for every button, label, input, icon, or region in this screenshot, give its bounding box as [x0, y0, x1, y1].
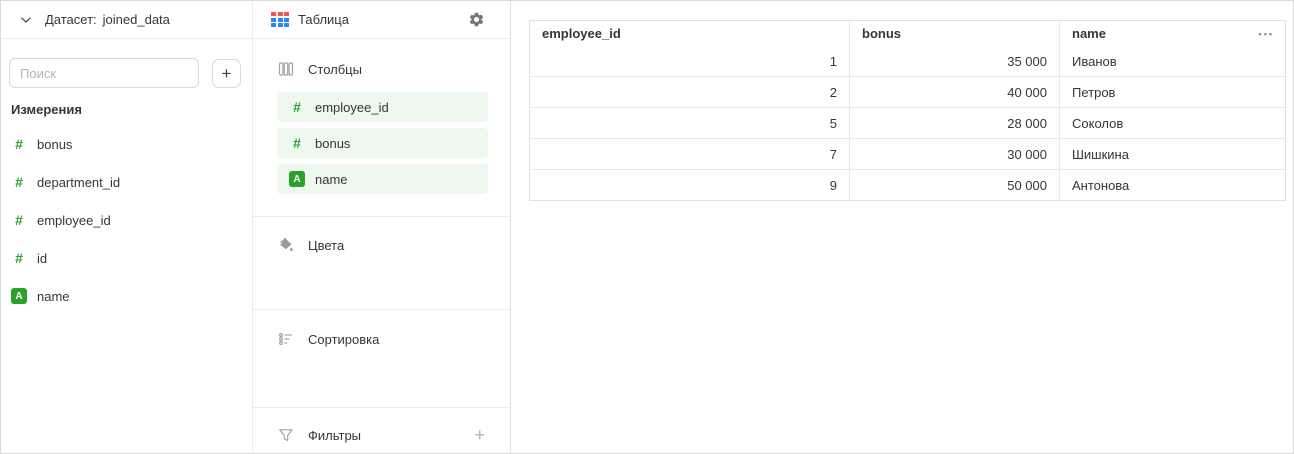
field-item[interactable]: # id [1, 239, 252, 277]
paint-bucket-icon [278, 237, 294, 253]
filters-section[interactable]: Фильтры + [253, 407, 510, 453]
cell-bonus: 30 000 [850, 139, 1060, 169]
field-type-icon: # [293, 99, 301, 115]
cell-bonus: 35 000 [850, 46, 1060, 76]
sorting-section-label: Сортировка [308, 331, 380, 347]
visualization-header: Таблица [253, 1, 510, 39]
search-input[interactable] [9, 58, 199, 88]
column-chip[interactable]: A name [277, 164, 488, 194]
cell-employee-id: 7 [530, 139, 850, 169]
dimensions-list: # bonus # department_id # employee_id # … [1, 125, 252, 315]
columns-chip-list: # employee_id # bonus A name [253, 92, 510, 194]
dimensions-heading: Измерения [11, 102, 82, 117]
table-header-name[interactable]: name ••• [1060, 21, 1286, 46]
filters-section-header: Фильтры + [253, 423, 510, 447]
result-table: employee_id bonus name ••• 1 35 000 Иван… [529, 20, 1286, 201]
table-row: 9 50 000 Антонова [530, 169, 1285, 200]
chip-field-name: bonus [315, 135, 351, 151]
cell-name: Антонова [1072, 177, 1130, 193]
table-body: 1 35 000 Иванов 2 40 000 Петров 5 28 000… [530, 46, 1285, 200]
colors-section-header: Цвета [253, 233, 510, 257]
field-item[interactable]: A name [1, 277, 252, 315]
filters-section-label: Фильтры [308, 427, 362, 443]
settings-gear-icon[interactable] [468, 11, 485, 28]
field-type-icon: # [15, 250, 23, 266]
field-name: id [37, 250, 48, 266]
table-row: 2 40 000 Петров [530, 76, 1285, 107]
cell-name: Шишкина [1072, 146, 1129, 162]
colors-section[interactable]: Цвета [253, 216, 510, 309]
columns-section[interactable]: Столбцы # employee_id # bonus A [253, 39, 510, 216]
chip-field-name: employee_id [315, 99, 389, 115]
cell-name: Соколов [1072, 115, 1124, 131]
field-type-icon: # [15, 212, 23, 228]
cell-employee-id: 1 [530, 46, 850, 76]
cell-employee-id: 9 [530, 170, 850, 200]
field-name: employee_id [37, 212, 111, 228]
cell-name: Иванов [1072, 53, 1117, 69]
table-row: 1 35 000 Иванов [530, 46, 1285, 76]
cell-bonus: 40 000 [850, 77, 1060, 107]
field-name: department_id [37, 174, 121, 190]
colors-section-label: Цвета [308, 237, 345, 253]
sort-icon [278, 331, 294, 347]
field-name: name [37, 288, 70, 304]
cell-employee-id: 5 [530, 108, 850, 138]
table-menu-icon[interactable]: ••• [1258, 28, 1274, 39]
chart-type-label: Таблица [298, 12, 349, 27]
chip-field-name: name [315, 171, 348, 187]
field-type-icon: A [11, 288, 27, 304]
cell-employee-id: 2 [530, 77, 850, 107]
chart-preview-area: employee_id bonus name ••• 1 35 000 Иван… [511, 1, 1293, 453]
dataset-label: Датасет: [45, 12, 97, 27]
table-header-employee-id[interactable]: employee_id [530, 21, 850, 46]
table-header-row: employee_id bonus name ••• [530, 21, 1285, 46]
sorting-section-header: Сортировка [253, 327, 510, 351]
columns-icon [278, 61, 294, 77]
field-name: bonus [37, 136, 73, 152]
visualization-panel: Таблица Столбцы # employee_id [253, 1, 511, 453]
table-row: 5 28 000 Соколов [530, 107, 1285, 138]
dataset-header: Датасет: joined_data [1, 1, 252, 39]
sorting-section[interactable]: Сортировка [253, 309, 510, 407]
column-chip[interactable]: # employee_id [277, 92, 488, 122]
filter-funnel-icon [278, 427, 294, 443]
columns-section-header: Столбцы [253, 57, 510, 81]
cell-bonus: 50 000 [850, 170, 1060, 200]
cell-name: Петров [1072, 84, 1116, 100]
field-item[interactable]: # bonus [1, 125, 252, 163]
dataset-name-link[interactable]: joined_data [102, 12, 170, 27]
field-item[interactable]: # department_id [1, 163, 252, 201]
cell-bonus: 28 000 [850, 108, 1060, 138]
columns-section-label: Столбцы [308, 61, 362, 77]
dataset-sidebar: Датасет: joined_data + Измерения # bonus… [1, 1, 253, 453]
field-type-icon: # [293, 135, 301, 151]
table-row: 7 30 000 Шишкина [530, 138, 1285, 169]
field-type-icon: # [15, 136, 23, 152]
table-chart-type-icon[interactable] [271, 12, 289, 27]
table-header-bonus[interactable]: bonus [850, 21, 1060, 46]
add-field-button[interactable]: + [212, 58, 241, 88]
add-filter-button[interactable]: + [474, 425, 485, 445]
field-search-row: + [9, 58, 244, 88]
field-type-icon: A [289, 171, 305, 187]
column-chip[interactable]: # bonus [277, 128, 488, 158]
table-header-name-label: name [1072, 26, 1106, 41]
field-type-icon: # [15, 174, 23, 190]
field-item[interactable]: # employee_id [1, 201, 252, 239]
chevron-down-icon[interactable] [19, 13, 33, 27]
